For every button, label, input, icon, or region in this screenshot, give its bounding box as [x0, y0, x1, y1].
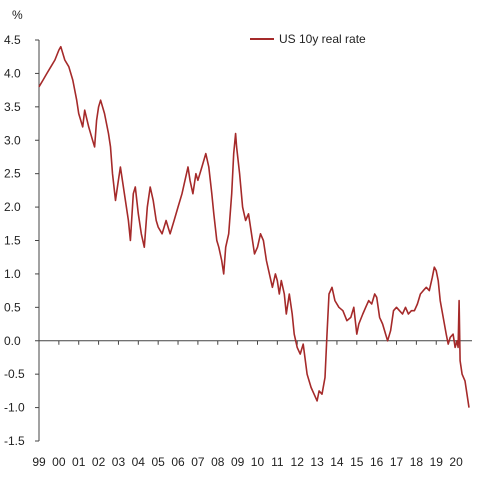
- y-tick-label: -0.5: [4, 367, 25, 381]
- x-tick-label: 02: [92, 455, 106, 469]
- y-unit-label: %: [12, 8, 23, 22]
- x-tick-label: 08: [211, 455, 225, 469]
- x-axis-ticks: 99 00 01 02 03 04 05 06 07 08 09 10 11 12 13 14 15 16 17 18…: [32, 340, 463, 469]
- x-tick-label: 07: [191, 455, 205, 469]
- x-tick-label: 10: [251, 455, 265, 469]
- x-tick-label: 17: [390, 455, 404, 469]
- x-tick-label: 15: [350, 455, 364, 469]
- x-tick-label: 20: [449, 455, 463, 469]
- x-tick-label: 00: [52, 455, 66, 469]
- legend: US 10y real rate: [250, 32, 366, 46]
- x-tick-label: 05: [151, 455, 165, 469]
- y-tick-label: 0.5: [4, 300, 21, 314]
- axes: [38, 40, 472, 441]
- legend-label: US 10y real rate: [279, 32, 366, 46]
- y-tick-label: -1.5: [4, 434, 25, 448]
- x-tick-label: 04: [132, 455, 146, 469]
- series-line: [38, 45, 470, 408]
- x-tick-label: 18: [410, 455, 424, 469]
- x-tick-label: 14: [330, 455, 344, 469]
- y-tick-label: 1.5: [4, 234, 21, 248]
- y-tick-label: 2.0: [4, 200, 21, 214]
- x-tick-label: 16: [370, 455, 384, 469]
- x-tick-label: 19: [430, 455, 444, 469]
- x-tick-label: 11: [271, 455, 284, 469]
- y-tick-label: 4.0: [4, 66, 21, 80]
- y-tick-label: 1.0: [4, 267, 21, 281]
- x-tick-label: 13: [310, 455, 324, 469]
- x-tick-label: 01: [72, 455, 86, 469]
- y-tick-label: 0.0: [4, 334, 21, 348]
- y-tick-label: 3.0: [4, 133, 21, 147]
- y-tick-label: 3.5: [4, 100, 21, 114]
- y-tick-label: 4.5: [4, 33, 21, 47]
- y-tick-label: 2.5: [4, 167, 21, 181]
- x-tick-label: 06: [171, 455, 185, 469]
- y-tick-label: -1.0: [4, 401, 25, 415]
- x-tick-label: 12: [291, 455, 305, 469]
- x-tick-label: 03: [112, 455, 126, 469]
- series-group: [38, 45, 470, 408]
- x-tick-label: 09: [231, 455, 245, 469]
- y-axis-ticks: -1.5 -1.0 -0.5 0.0 0.5 1.0 1.5 2.0 2.5 3.0 3.5 4.0 4…: [4, 33, 39, 448]
- x-tick-label: 99: [32, 455, 46, 469]
